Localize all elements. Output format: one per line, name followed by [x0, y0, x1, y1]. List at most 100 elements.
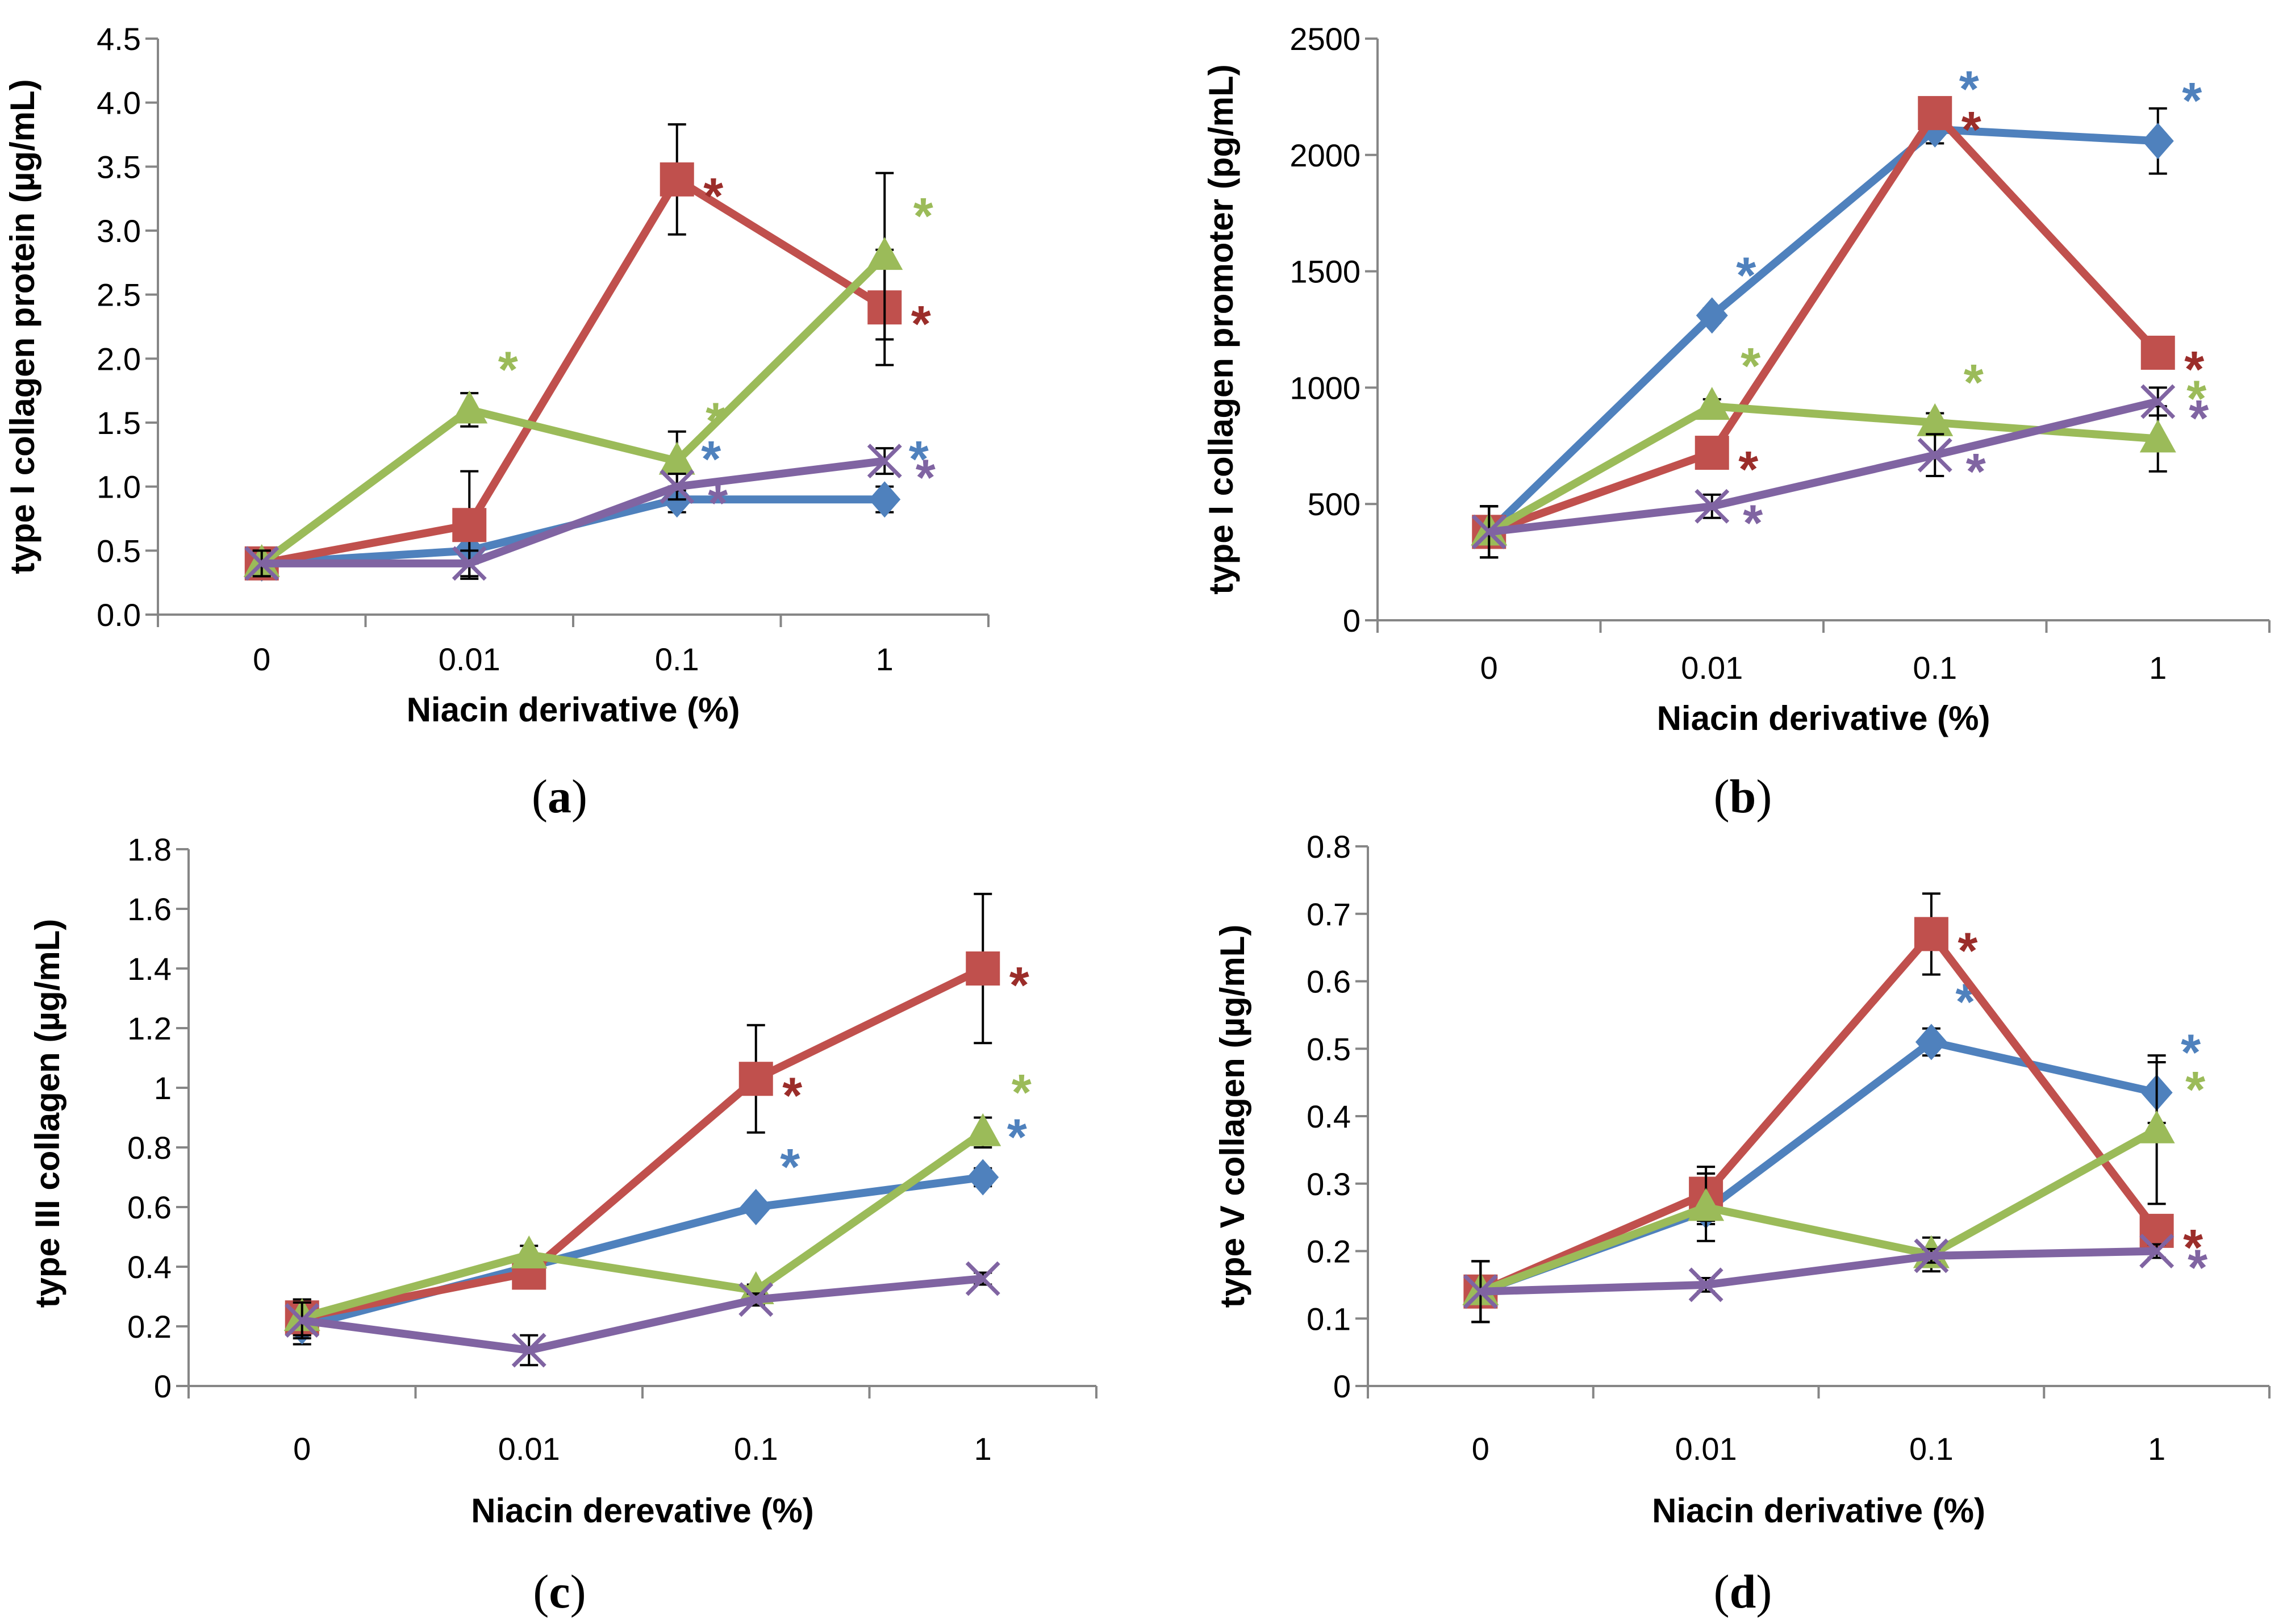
data-point-square — [1918, 96, 1952, 131]
panel-label-close: ) — [570, 1565, 586, 1618]
y-axis-title: type III collagen (µg/mL) — [28, 919, 66, 1308]
significance-star: * — [1741, 338, 1760, 395]
panel-label-close: ) — [1756, 1565, 1772, 1618]
significance-star: * — [708, 475, 728, 532]
significance-star: * — [1959, 61, 1979, 118]
data-point-square — [2139, 1213, 2174, 1248]
x-axis-title: Niacin derevative (%) — [471, 1492, 814, 1530]
chart-panel-b: 0 500 1000 1500 2000 2500 0 0.01 0.1 1 Niacin deri… — [1202, 21, 2271, 823]
y-tick-label: 2500 — [1289, 21, 1360, 57]
data-point-triangle — [866, 237, 903, 270]
significance-star: * — [780, 1139, 800, 1196]
data-point-square — [1914, 917, 1948, 951]
y-axis-title: type I collagen protein (µg/mL) — [3, 79, 41, 574]
significance-star: * — [2186, 371, 2206, 428]
data-point-x — [1688, 1267, 1723, 1302]
panel-label: (a) — [532, 770, 587, 823]
data-point-x — [452, 546, 487, 581]
y-tick-label: 0.7 — [1307, 896, 1351, 932]
chart-panel-d: 0 0.1 0.2 0.3 0.4 0.5 0.6 0.7 0.8 0 0.01 0.1 1 Niacin… — [1213, 829, 2271, 1618]
data-point-x — [738, 1282, 774, 1317]
y-tick-label: 1 — [154, 1070, 172, 1106]
panel-label-open: ( — [1714, 770, 1730, 823]
series-green: * — [283, 1064, 1032, 1337]
y-tick-label: 4.0 — [97, 85, 141, 121]
x-tick-label: 1 — [974, 1431, 992, 1467]
series-line — [301, 1275, 983, 1354]
y-tick-label: 0.6 — [1307, 964, 1351, 1000]
data-point-square — [660, 162, 694, 197]
y-tick-label: 1.0 — [97, 469, 141, 505]
data-point-triangle — [2138, 1110, 2175, 1143]
significance-star: * — [1012, 1064, 1032, 1121]
y-tick-label: 1.6 — [127, 891, 172, 927]
significance-star: * — [1738, 441, 1758, 498]
significance-star: * — [1009, 957, 1029, 1014]
data-point-diamond — [1696, 297, 1728, 334]
data-point-square — [2140, 335, 2175, 370]
x-tick-label: 0 — [1480, 650, 1498, 686]
y-tick-label: 2.0 — [97, 341, 141, 377]
significance-star: * — [911, 296, 931, 353]
x-tick-label: 0.1 — [655, 641, 699, 677]
y-tick-label: 0.8 — [1307, 829, 1351, 865]
series-line — [261, 175, 887, 567]
y-tick-label: 1.5 — [97, 405, 141, 441]
data-point-diamond — [740, 1189, 772, 1225]
significance-star: * — [706, 393, 725, 450]
significance-star: * — [916, 450, 936, 507]
data-point-x — [2140, 384, 2176, 419]
significance-star: * — [1007, 1109, 1027, 1166]
panel-label-close: ) — [571, 770, 587, 823]
x-tick-label: 0.1 — [734, 1431, 778, 1467]
y-axis-title: type I collagen promoter (pg/mL) — [1202, 64, 1240, 594]
y-tick-label: 1.8 — [127, 832, 172, 867]
significance-star: * — [909, 431, 929, 488]
x-tick-label: 0.01 — [1681, 650, 1743, 686]
series-line — [301, 965, 985, 1322]
significance-star: * — [1966, 444, 1986, 500]
data-point-diamond — [1915, 1024, 1947, 1061]
y-tick-label: 1000 — [1289, 370, 1360, 406]
y-axis-title: type V collagen (µg/mL) — [1213, 925, 1251, 1308]
series-line — [1479, 1126, 2159, 1296]
series-purple: *** — [1471, 384, 2209, 559]
x-tick-label: 0.01 — [1675, 1431, 1737, 1467]
x-tick-label: 0.1 — [1913, 650, 1957, 686]
series-line — [1479, 930, 2160, 1296]
data-point-x — [660, 469, 695, 504]
y-tick-label: 0.1 — [1307, 1301, 1351, 1337]
data-point-square — [1695, 436, 1729, 470]
chart-panel-c: 0 0.2 0.4 0.6 0.8 1 1.2 1.4 1.6 1.8 0 0.01 0.1 1 Niaci… — [28, 832, 1097, 1618]
data-point-diamond — [967, 1159, 999, 1196]
y-tick-label: 3.5 — [97, 149, 141, 185]
series-purple — [285, 1261, 1000, 1368]
y-tick-label: 2000 — [1289, 137, 1360, 173]
series-blue: ** — [286, 1109, 1027, 1346]
y-tick-label: 0 — [154, 1368, 172, 1404]
data-point-triangle — [1688, 1188, 1725, 1221]
data-point-x — [867, 444, 902, 479]
panel-label-open: ( — [532, 770, 548, 823]
x-tick-label: 0 — [293, 1431, 311, 1467]
significance-star: * — [913, 188, 933, 245]
y-tick-label: 0.8 — [127, 1130, 172, 1166]
series-line — [259, 253, 888, 567]
y-tick-label: 0.6 — [127, 1189, 172, 1225]
data-point-triangle — [511, 1235, 548, 1268]
significance-star: * — [2188, 1240, 2207, 1297]
panel-label-letter: a — [548, 770, 571, 823]
significance-star: * — [1964, 354, 1984, 411]
y-tick-label: 1.2 — [127, 1011, 172, 1046]
series-purple: * * — [244, 444, 936, 581]
y-tick-label: 4.5 — [97, 21, 141, 57]
data-point-diamond — [2142, 123, 2174, 160]
panel-label-letter: c — [549, 1565, 570, 1618]
y-tick-label: 1.4 — [127, 951, 172, 987]
series-line — [261, 457, 886, 567]
x-tick-label: 1 — [2149, 650, 2167, 686]
series-line — [1488, 398, 2159, 536]
x-axis-title: Niacin derivative (%) — [407, 691, 740, 729]
significance-star: * — [703, 168, 723, 225]
